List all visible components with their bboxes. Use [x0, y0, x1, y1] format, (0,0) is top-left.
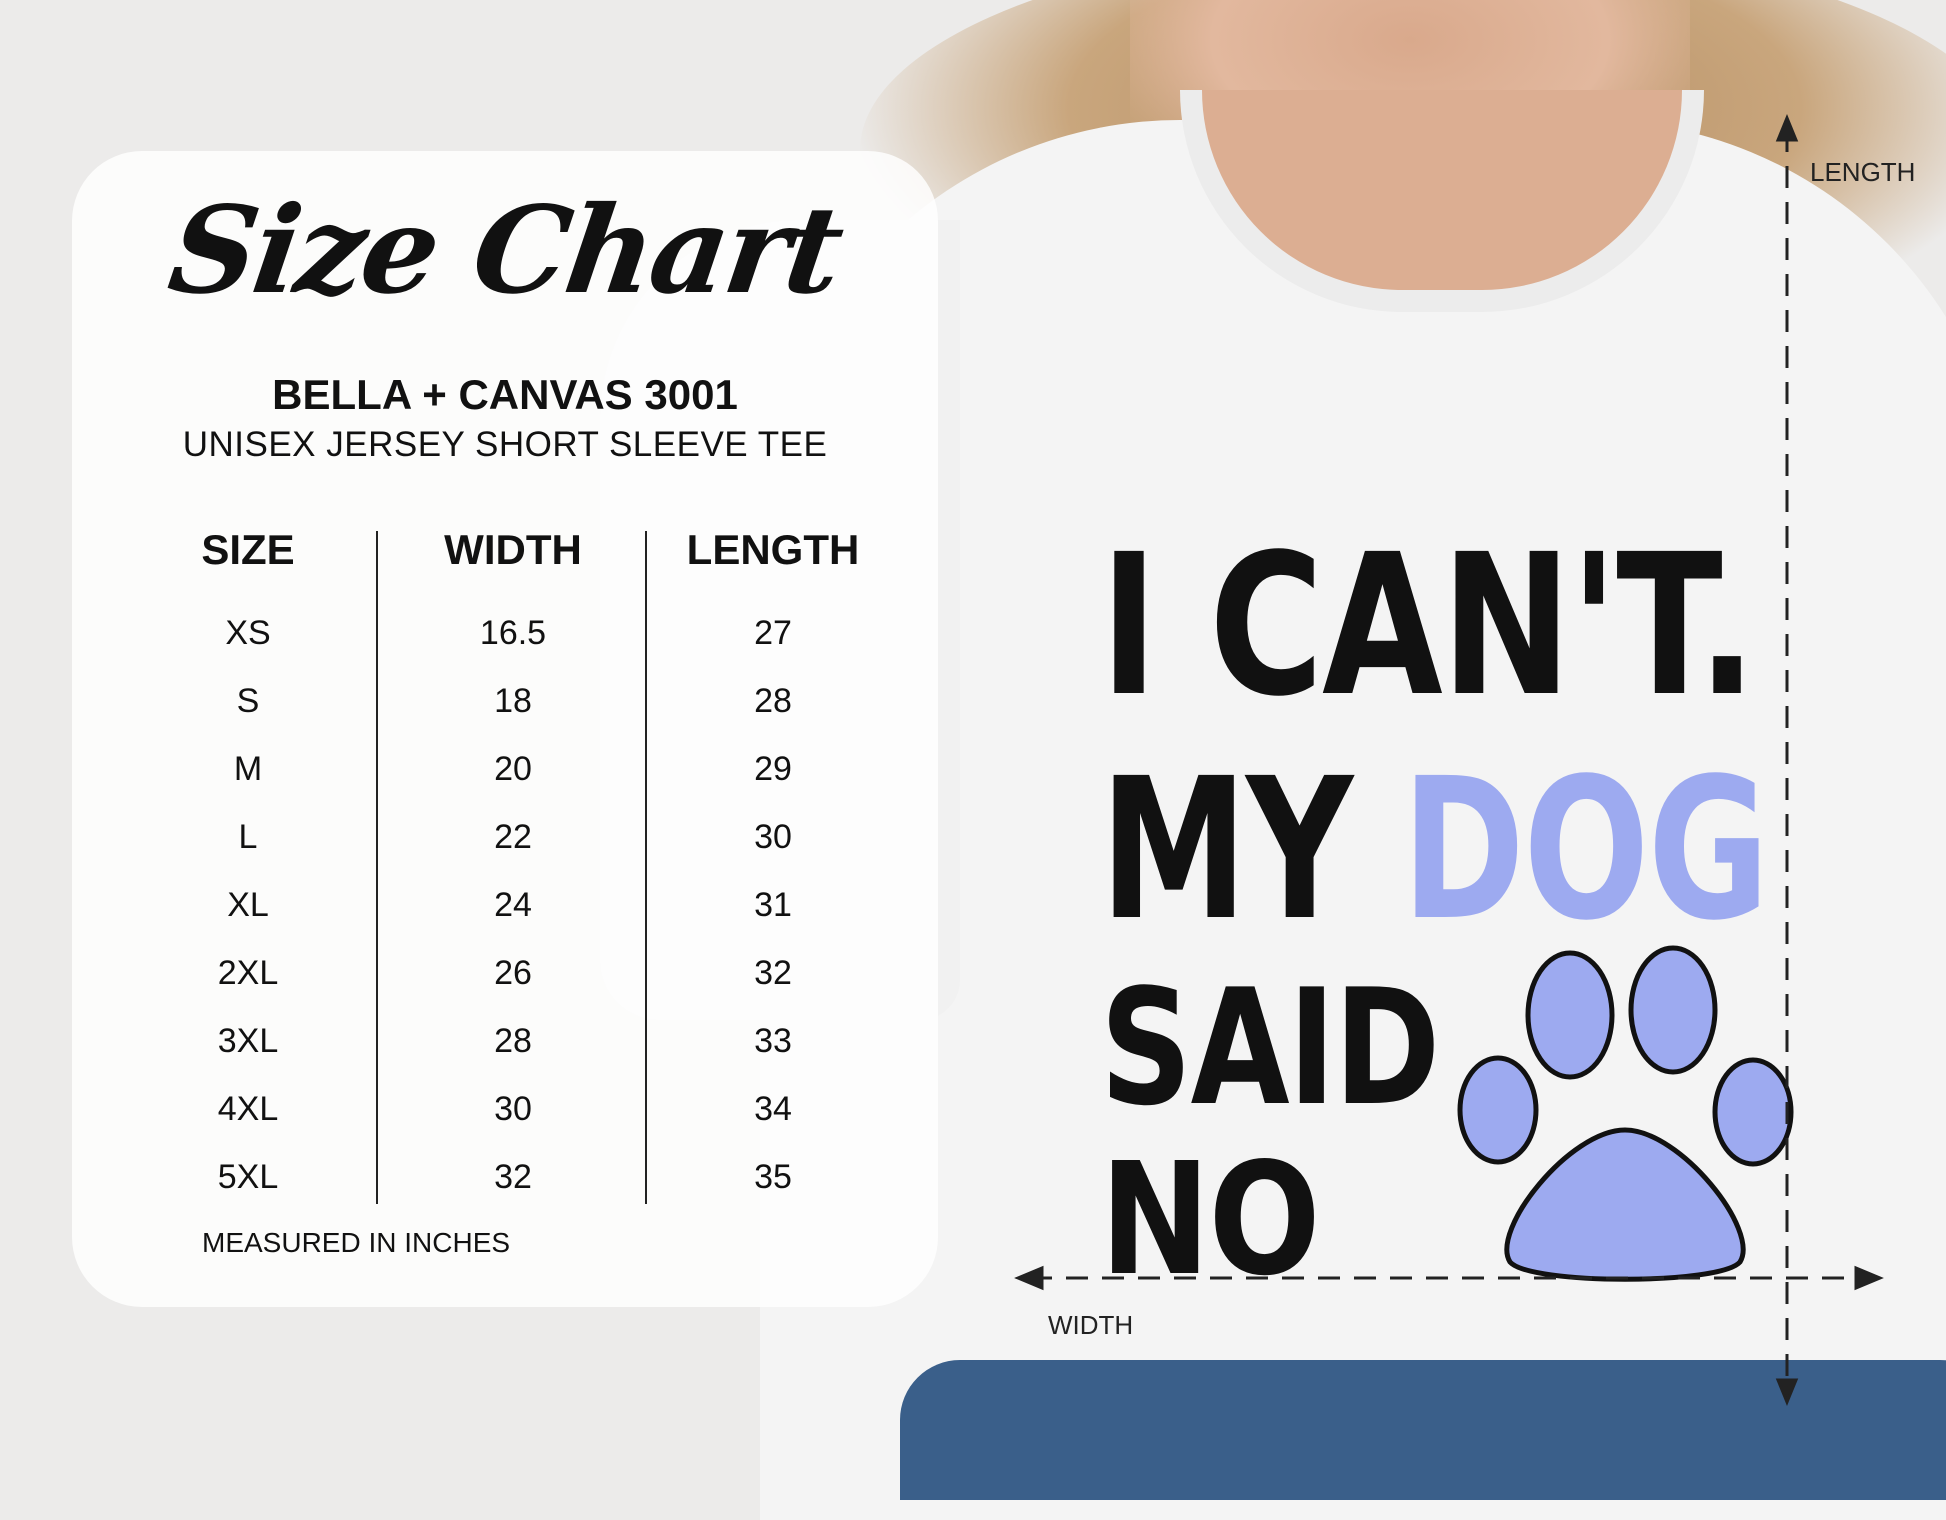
arrow-up-icon	[1775, 114, 1799, 142]
brand-name: BELLA + CANVAS 3001	[272, 371, 738, 418]
table-cell: 28	[494, 1022, 532, 1060]
slogan-line-3: SAID	[1100, 954, 1440, 1141]
table-cell: M	[233, 750, 263, 788]
table-cell: 4XL	[217, 1090, 279, 1128]
table-cell: 32	[494, 1158, 532, 1196]
table-cell: 26	[494, 954, 532, 992]
column-header: SIZE	[201, 526, 295, 573]
measurement-note: MEASURED IN INCHES	[202, 1227, 511, 1258]
table-cell: XL	[227, 886, 269, 924]
column-divider	[645, 531, 647, 1204]
table-cell: 35	[754, 1158, 792, 1196]
arrow-right-icon	[1854, 1265, 1884, 1291]
slogan-dog: DOG	[1401, 736, 1770, 963]
table-cell: 5XL	[217, 1158, 279, 1196]
table-cell: 24	[494, 886, 532, 924]
table-cell: 28	[754, 682, 792, 720]
arrow-left-icon	[1014, 1265, 1044, 1291]
table-cell: 29	[754, 750, 792, 788]
table-cell: 3XL	[217, 1022, 279, 1060]
table-cell: 16.5	[479, 614, 547, 652]
table-cell: 30	[754, 818, 792, 856]
product-model: UNISEX JERSEY SHORT SLEEVE TEE	[182, 425, 828, 464]
size-chart-panel: Size Chart	[72, 151, 938, 1307]
graphics-layer	[1014, 114, 1884, 1406]
table-cell: 22	[494, 818, 532, 856]
table-cell: XS	[225, 614, 271, 652]
slogan-line-4: NO	[1100, 1129, 1321, 1310]
width-measure-line	[1014, 1265, 1884, 1291]
table-cell: 30	[494, 1090, 532, 1128]
slogan-line-2: MY DOG	[1100, 752, 1769, 947]
slogan-line-1: I CAN'T.	[1100, 512, 1757, 739]
length-label: LENGTH	[1810, 157, 1916, 187]
table-cell: 2XL	[217, 954, 279, 992]
arrow-down-icon	[1775, 1378, 1799, 1406]
paw-print-icon	[1457, 945, 1794, 1282]
column-header: LENGTH	[686, 526, 860, 573]
table-cell: 34	[754, 1090, 792, 1128]
table-cell: 18	[494, 682, 532, 720]
table-cell: 31	[754, 886, 792, 924]
table-cell: 32	[754, 954, 792, 992]
slogan-my: MY	[1100, 736, 1353, 963]
column-divider	[376, 531, 378, 1204]
column-header: WIDTH	[444, 526, 582, 573]
table-cell: L	[238, 818, 258, 856]
table-cell: 27	[754, 614, 792, 652]
table-cell: S	[236, 682, 260, 720]
length-measure-line	[1775, 114, 1799, 1406]
table-cell: 20	[494, 750, 532, 788]
table-cell: 33	[754, 1022, 792, 1060]
width-label: WIDTH	[1048, 1310, 1134, 1340]
